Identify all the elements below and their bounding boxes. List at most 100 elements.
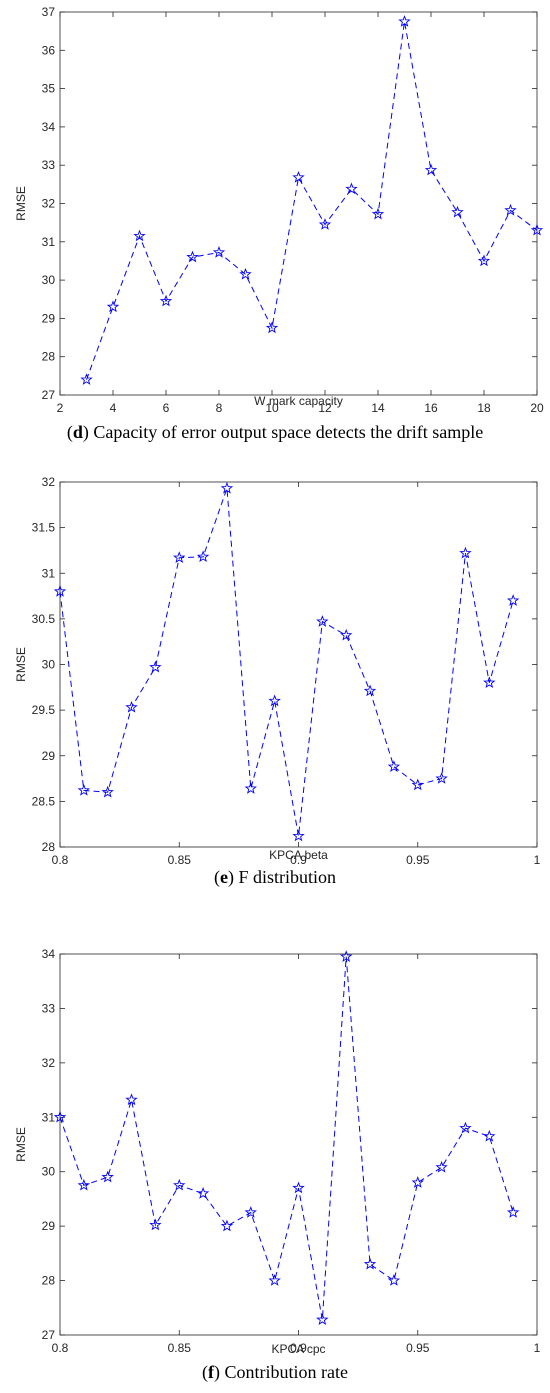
y-tick-label: 34 (42, 120, 56, 134)
x-tick-label: 0.85 (168, 853, 192, 867)
y-tick-label: 31.5 (32, 521, 56, 535)
x-tick-label: 12 (318, 401, 332, 415)
data-point-star (506, 594, 520, 606)
y-tick-label: 27 (42, 1328, 56, 1342)
data-point-star (451, 205, 464, 218)
data-point-star (435, 772, 448, 784)
data-point-star (459, 1121, 472, 1134)
axes-box (59, 481, 538, 848)
x-tick-label: 0.9 (290, 853, 307, 867)
chart-d-svg: 2 4 6 8 10 12 14 16 18 20 27 28 29 30 31 32 33 34 35 36 37 W … (14, 5, 544, 415)
y-tick-label: 30 (42, 273, 56, 287)
data-point-star (292, 829, 305, 842)
data-point-star (435, 1160, 448, 1173)
data-point-star (77, 1178, 91, 1191)
y-tick-label: 32 (42, 1056, 56, 1070)
data-point-star (149, 660, 162, 673)
y-tick-label: 31 (42, 1110, 56, 1124)
data-point-star (411, 1176, 424, 1188)
y-tick-label: 31 (42, 566, 56, 580)
y-tick-label: 29 (42, 1219, 56, 1233)
data-point-star (504, 203, 517, 216)
data-point-star (149, 1218, 162, 1231)
caption-f-text: Contribution rate (224, 1362, 348, 1382)
x-axis-label: W mark capacity (254, 394, 343, 408)
x-tick-label: 0.85 (168, 1341, 192, 1355)
x-tick-label: 6 (163, 401, 170, 415)
y-tick-label: 29 (42, 311, 56, 325)
data-point-star (106, 300, 120, 313)
y-tick-label: 28.5 (32, 794, 56, 808)
axes-box (59, 11, 538, 396)
y-tick-label: 27 (42, 388, 56, 402)
data-point-star (292, 170, 305, 183)
y-tick-label: 30 (42, 1165, 56, 1179)
chart-panel-d: 2 4 6 8 10 12 14 16 18 20 27 28 29 30 31 32 33 34 35 36 37 W … (0, 0, 550, 425)
data-point-star (483, 676, 496, 688)
y-tick-label: 28 (42, 840, 56, 854)
data-point-star (173, 551, 186, 563)
data-point-star (371, 207, 385, 220)
y-tick-label: 33 (42, 1001, 56, 1015)
data-point-star (387, 1274, 401, 1286)
data-point-star (101, 1170, 114, 1183)
chart-e-svg: 0.8 0.85 0.9 0.95 1 28 28.5 29 29.5 30 30.5 31 31.5 3… (14, 475, 541, 867)
x-tick-label: 0.8 (52, 853, 69, 867)
data-point-star (292, 1181, 305, 1194)
data-point-star (363, 684, 377, 697)
caption-d-text: Capacity of error output space detects t… (93, 422, 484, 442)
x-tick-label: 18 (477, 401, 491, 415)
data-point-star (173, 1178, 186, 1191)
data-point-star (53, 1110, 67, 1123)
y-tick-label: 30.5 (32, 612, 56, 626)
data-point-star (265, 321, 279, 334)
y-tick-label: 35 (42, 82, 56, 96)
data-point-star (363, 1257, 377, 1270)
data-point-star (77, 783, 91, 796)
data-point-star (101, 785, 114, 798)
data-point-star (318, 218, 332, 230)
axes-box (59, 953, 538, 1336)
caption-d-letter: d (72, 422, 83, 442)
data-point-star (244, 1206, 257, 1218)
x-tick-label: 14 (371, 401, 385, 415)
data-point-star (212, 246, 226, 258)
x-tick-label: 0.8 (52, 1341, 69, 1355)
caption-e-text: F distribution (238, 867, 336, 887)
y-tick-label: 33 (42, 158, 56, 172)
x-tick-label: 4 (110, 401, 117, 415)
data-point-star (268, 1274, 281, 1286)
caption-e-letter: e (219, 867, 228, 887)
data-point-star (244, 782, 257, 794)
y-axis-label: RMSE (14, 1127, 28, 1162)
data-point-star (387, 760, 401, 772)
y-tick-label: 28 (42, 1274, 56, 1288)
y-axis-label: RMSE (14, 647, 28, 682)
x-axis-label: KPCA beta (269, 848, 328, 862)
data-point-star (411, 778, 424, 791)
data-point-star (483, 1129, 496, 1142)
x-tick-label: 20 (530, 401, 544, 415)
y-tick-label: 28 (42, 350, 56, 364)
data-point-star (316, 615, 329, 627)
series-line (59, 956, 514, 1320)
data-point-star (133, 229, 146, 242)
y-tick-label: 32 (42, 197, 56, 211)
y-tick-label: 32 (42, 475, 56, 489)
series-line (59, 488, 514, 837)
y-tick-label: 34 (42, 947, 56, 961)
chart-panel-f: 0.8 0.85 0.9 0.95 1 27 28 29 30 31 32 33 34 KPCA cpc R… (0, 918, 550, 1363)
chart-f-svg: 0.8 0.85 0.9 0.95 1 27 28 29 30 31 32 33 34 KPCA cpc R… (14, 947, 541, 1356)
data-point-star (53, 585, 67, 597)
data-point-star (125, 1093, 138, 1106)
data-point-star (220, 481, 234, 494)
x-tick-label: 0.95 (406, 853, 430, 867)
data-point-star (506, 1206, 520, 1218)
y-tick-label: 36 (42, 43, 56, 57)
x-axis-label: KPCA cpc (271, 1342, 325, 1356)
caption-f-letter: f (208, 1362, 214, 1382)
y-tick-label: 29 (42, 749, 56, 763)
y-tick-label: 29.5 (32, 703, 56, 717)
x-tick-label: 1 (534, 1341, 541, 1355)
data-point-star (268, 694, 281, 707)
